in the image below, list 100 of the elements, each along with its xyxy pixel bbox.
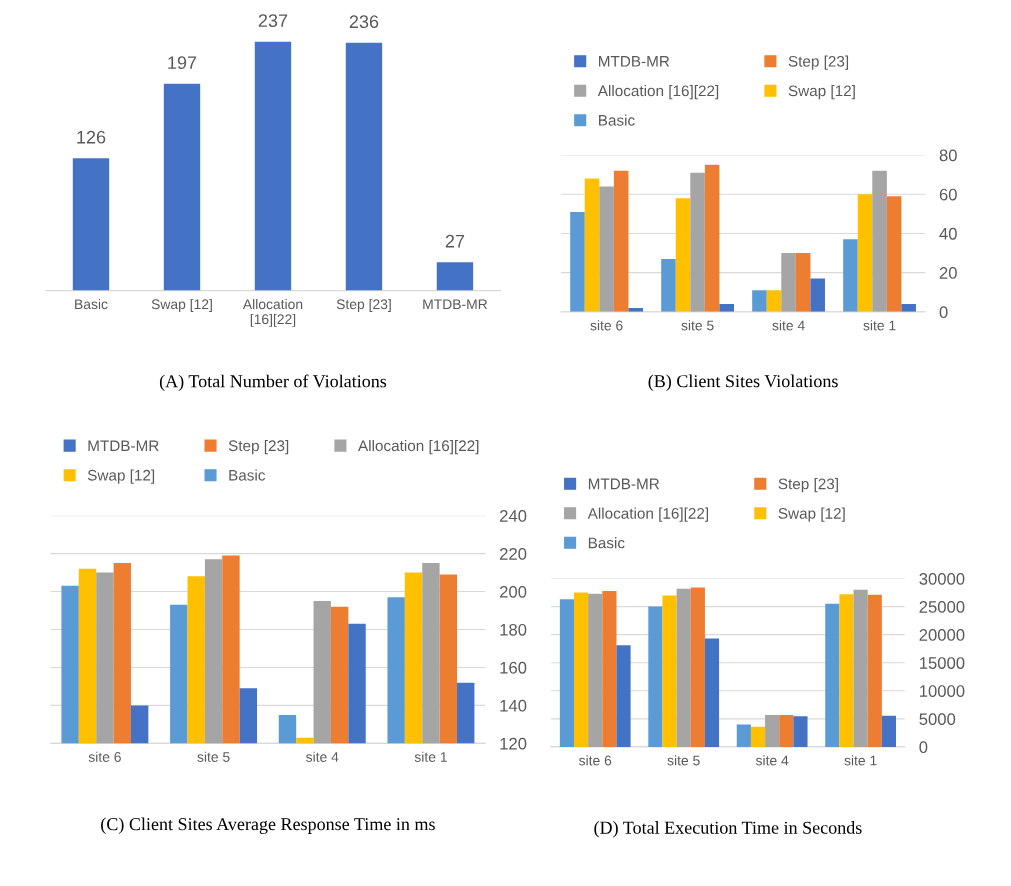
- bar: [872, 170, 887, 312]
- x-tick-label: Basic: [75, 298, 108, 310]
- y-tick-label: 15000: [920, 657, 965, 669]
- bar: [254, 41, 292, 291]
- x-tick-label: site 1: [414, 751, 447, 762]
- x-tick-label: site 6: [579, 755, 612, 766]
- x-tick-label: Allocation [16][22]: [242, 298, 303, 327]
- legend-label: Allocation [16][22]: [358, 439, 479, 455]
- x-tick-label: site 5: [197, 751, 230, 762]
- bar: [886, 196, 902, 312]
- legend-label: Basic: [229, 469, 266, 481]
- bar: [436, 262, 474, 291]
- bar: [690, 587, 705, 747]
- bar: [616, 645, 631, 747]
- legend-label: Allocation [16][22]: [597, 84, 719, 100]
- legend-label: MTDB-MR: [588, 478, 660, 490]
- bar: [648, 606, 663, 747]
- legend-label: MTDB-MR: [599, 56, 670, 67]
- legend-label: Swap [12]: [788, 84, 855, 100]
- legend-label: Allocation [16][22]: [587, 507, 709, 522]
- bar: [752, 290, 767, 312]
- bar: [736, 724, 751, 747]
- x-tick-label: site 1: [844, 755, 877, 766]
- x-tick-label: site 5: [667, 755, 700, 766]
- y-tick-label: 0: [919, 741, 928, 754]
- bar: [588, 593, 603, 747]
- y-tick-label: 0: [939, 306, 948, 319]
- bar: [766, 290, 782, 312]
- bar: [867, 594, 882, 747]
- x-tick-label: site 6: [88, 751, 121, 762]
- legend-label: Swap [12]: [778, 507, 845, 522]
- bar: [345, 42, 383, 291]
- bar: [661, 258, 676, 312]
- x-tick-label: Swap [12]: [151, 298, 212, 312]
- bar: [675, 198, 691, 312]
- legend-label: Basic: [599, 114, 635, 126]
- bar: [719, 304, 734, 312]
- x-tick-label: site 4: [306, 751, 339, 762]
- bar: [704, 638, 720, 747]
- data-label: 27: [445, 234, 465, 248]
- bar: [839, 594, 854, 747]
- bar: [810, 278, 825, 312]
- bar: [765, 714, 780, 747]
- y-tick-label: 60: [939, 188, 957, 201]
- legend-label: Basic: [588, 537, 625, 549]
- bar: [559, 599, 574, 747]
- y-tick-label: 180: [500, 623, 527, 636]
- x-tick-label: site 4: [772, 320, 805, 331]
- y-tick-label: 140: [500, 699, 527, 712]
- bar: [857, 194, 873, 312]
- x-tick-label: Step [23]: [336, 298, 391, 312]
- bar: [825, 603, 840, 747]
- x-tick-label: site 4: [755, 755, 789, 766]
- legend-label: Step [23]: [778, 478, 838, 493]
- bar: [843, 239, 858, 312]
- y-tick-label: 80: [939, 149, 957, 162]
- x-tick-label: site 6: [590, 320, 623, 331]
- bar: [602, 590, 617, 747]
- bar: [795, 253, 811, 312]
- y-tick-label: 10000: [920, 685, 965, 697]
- bar: [662, 595, 677, 747]
- bar: [574, 592, 589, 747]
- legend-label: Step [23]: [228, 439, 289, 455]
- bar: [881, 715, 896, 747]
- x-tick-label: site 5: [681, 320, 714, 331]
- bar: [750, 726, 766, 747]
- y-tick-label: 200: [500, 585, 527, 598]
- bar: [704, 164, 720, 312]
- text: (C) Client Sites Average Response Time in ms: [101, 817, 435, 834]
- x-tick-label: site 1: [863, 320, 896, 331]
- bar: [72, 158, 110, 291]
- bar: [779, 714, 794, 747]
- legend-label: Step [23]: [788, 55, 849, 70]
- text: (D) Total Execution Time in Seconds: [594, 821, 862, 838]
- data-label: 237: [258, 14, 288, 27]
- bar: [793, 716, 808, 747]
- bar: [570, 211, 585, 312]
- y-tick-label: 30000: [919, 572, 965, 585]
- bar: [613, 170, 629, 312]
- data-label: 126: [77, 130, 106, 144]
- y-tick-label: 20: [939, 267, 957, 279]
- y-tick-label: 40: [939, 227, 957, 240]
- legend-label: MTDB-MR: [88, 440, 159, 451]
- bar: [163, 83, 201, 291]
- x-tick-label: MTDB-MR: [423, 299, 488, 310]
- y-tick-label: 240: [500, 510, 527, 522]
- text: (A) Total Number of Violations: [159, 374, 387, 392]
- legend-label: Swap [12]: [87, 469, 155, 484]
- data-label: 236: [349, 15, 379, 29]
- y-tick-label: 220: [500, 548, 527, 560]
- y-tick-label: 25000: [919, 601, 965, 613]
- bar: [901, 304, 916, 312]
- text: (B) Client Sites Violations: [648, 374, 838, 391]
- data-label: 197: [168, 56, 197, 70]
- bar: [853, 589, 868, 747]
- y-tick-label: 160: [500, 661, 527, 674]
- y-tick-label: 5000: [919, 713, 956, 726]
- y-tick-label: 20000: [919, 629, 965, 641]
- bar: [584, 178, 600, 312]
- bar: [690, 172, 705, 312]
